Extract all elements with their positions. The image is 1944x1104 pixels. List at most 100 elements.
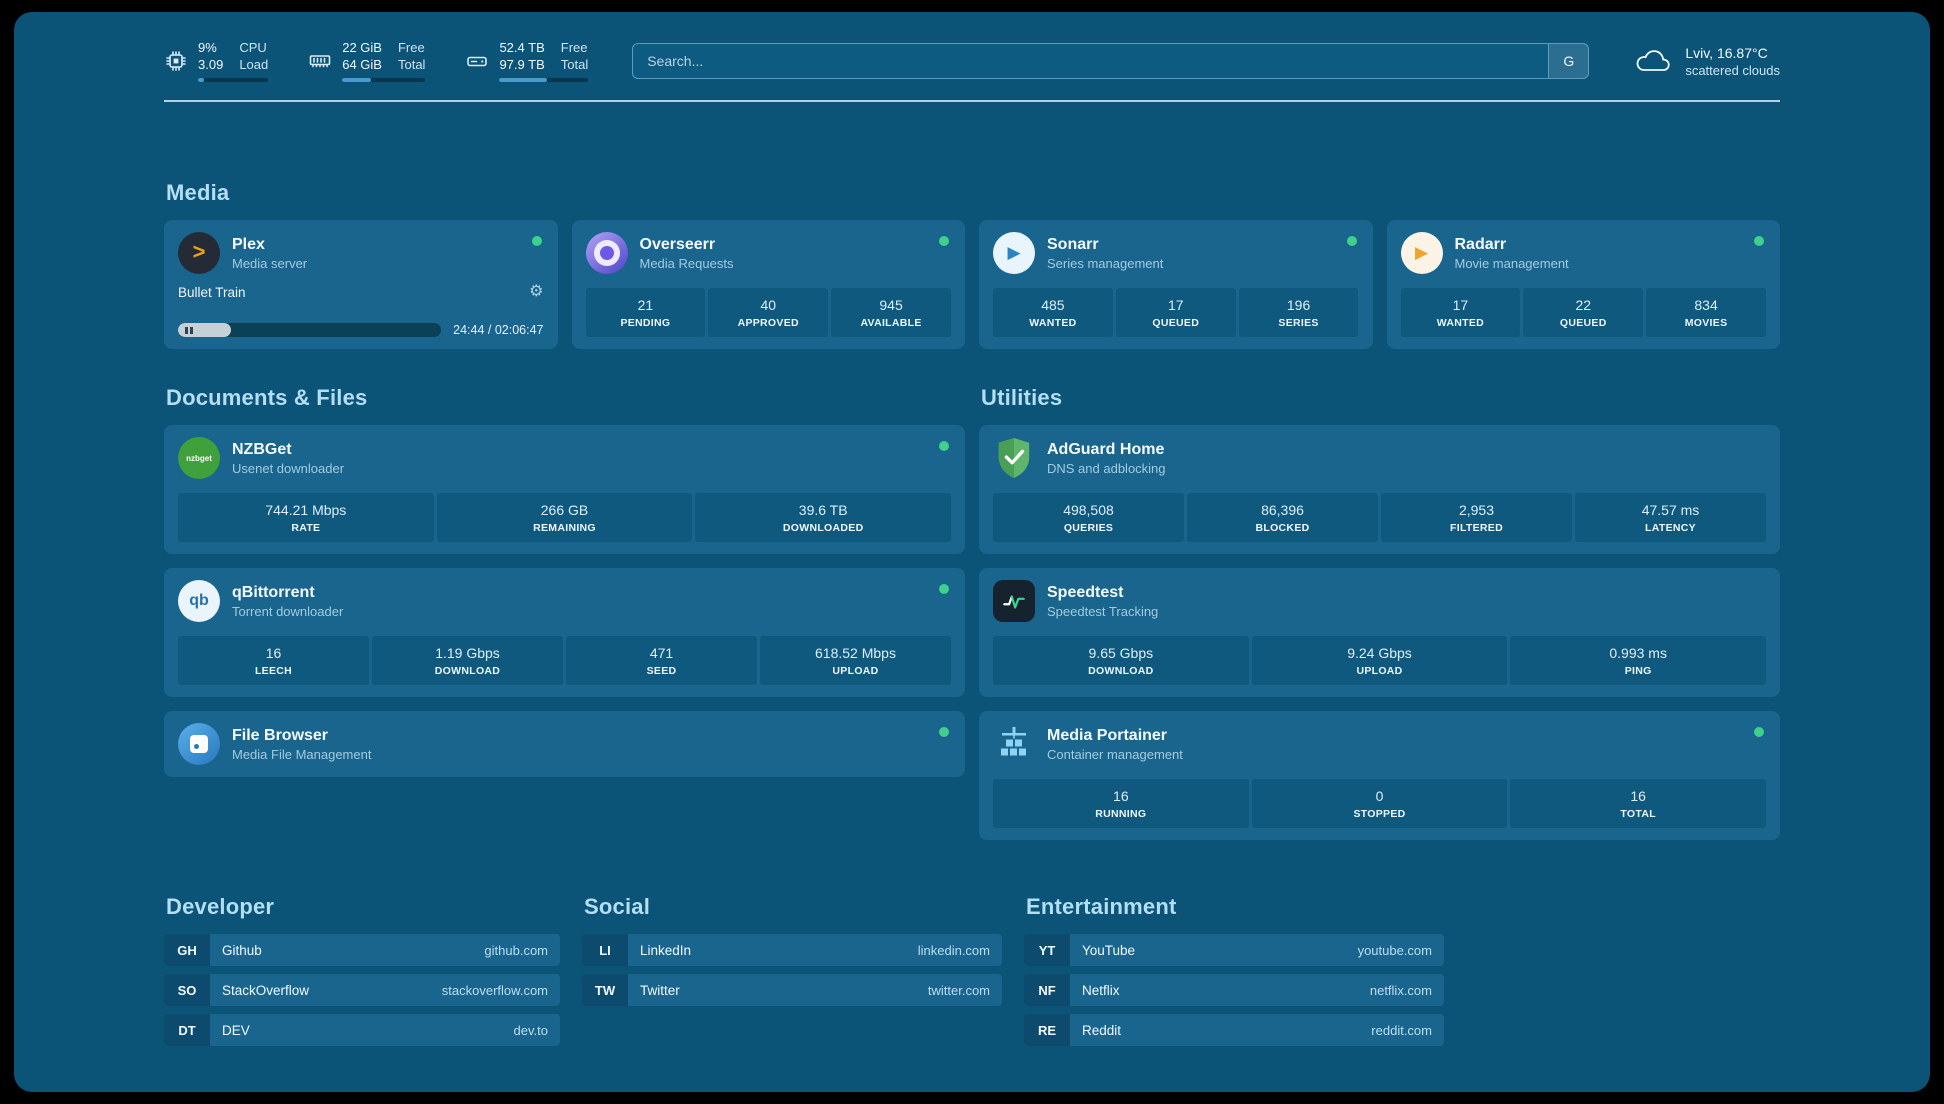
sonarr-icon: ▶: [993, 232, 1035, 274]
ram-label-2: Total: [397, 56, 426, 72]
app-card-qbittorrent[interactable]: qb qBittorrent Torrent downloader 16 LEEC…: [164, 568, 965, 697]
bookmarks-grid: Developer GH Github github.com SO StackOv…: [164, 894, 1780, 1046]
app-card-adguard[interactable]: AdGuard Home DNS and adblocking 498,508 Q…: [979, 425, 1780, 554]
stat-value: 9.65 Gbps: [1088, 645, 1154, 661]
status-dot: [939, 236, 949, 246]
bookmark-abbr: NF: [1024, 974, 1070, 1006]
stat-tile: 0.993 ms PING: [1510, 636, 1767, 685]
bookmark-netflix[interactable]: NF Netflix netflix.com: [1024, 974, 1444, 1006]
stat-tile: 196 SERIES: [1238, 288, 1359, 337]
bookmark-stackoverflow[interactable]: SO StackOverflow stackoverflow.com: [164, 974, 560, 1006]
section-heading-documents: Documents & Files: [166, 385, 368, 410]
app-card-plex[interactable]: > Plex Media server Bullet Train ⚙: [164, 220, 558, 349]
stat-tile: 47.57 ms LATENCY: [1575, 493, 1766, 542]
disk-free-value: 52.4 TB: [499, 39, 545, 55]
stat-tile: 21 PENDING: [585, 288, 706, 337]
cpu-usage-value: 9%: [198, 39, 217, 55]
memory-widget: 22 GiB 64 GiB Free Total: [308, 39, 426, 83]
bookmark-name: LinkedIn: [640, 942, 692, 958]
bookmark-twitter[interactable]: TW Twitter twitter.com: [582, 974, 1002, 1006]
app-card-overseerr[interactable]: Overseerr Media Requests 21 PENDING 40 APP…: [571, 220, 965, 349]
bookmark-reddit[interactable]: RE Reddit reddit.com: [1024, 1014, 1444, 1046]
disk-label-1: Free: [560, 39, 588, 55]
bookmark-abbr: TW: [582, 974, 628, 1006]
app-card-radarr[interactable]: ▶ Radarr Movie management 17 WANTED 22 QUE…: [1386, 220, 1780, 349]
stat-label: FILTERED: [1450, 522, 1503, 534]
stat-tile: 485 WANTED: [993, 288, 1113, 337]
app-title: Sonarr: [1047, 235, 1099, 253]
app-card-sonarr[interactable]: ▶ Sonarr Series management 485 WANTED 17 Q…: [979, 220, 1373, 349]
app-title: Radarr: [1454, 235, 1507, 253]
stat-value: 39.6 TB: [798, 502, 848, 518]
app-title: File Browser: [232, 726, 329, 744]
plex-seek-bar[interactable]: [178, 323, 442, 337]
app-subtitle: Series management: [1047, 256, 1164, 272]
section-heading-entertainment: Entertainment: [1026, 894, 1177, 919]
app-card-nzbget[interactable]: nzbget NZBGet Usenet downloader 744.21 M…: [164, 425, 965, 554]
ram-free-value: 22 GiB: [342, 39, 382, 55]
app-card-speedtest[interactable]: Speedtest Speedtest Tracking 9.65 Gbps DO…: [979, 568, 1780, 697]
app-title: AdGuard Home: [1047, 440, 1165, 458]
stat-value: 9.24 Gbps: [1347, 645, 1412, 661]
stat-value: 17: [1452, 297, 1469, 313]
bookmark-name: YouTube: [1082, 942, 1136, 958]
section-heading-utilities: Utilities: [981, 385, 1063, 410]
stat-tile: 22 QUEUED: [1523, 288, 1644, 337]
app-subtitle: Usenet downloader: [232, 461, 345, 477]
stat-value: 471: [649, 645, 674, 661]
overseerr-icon: [585, 232, 628, 274]
gear-icon[interactable]: ⚙: [529, 283, 544, 300]
plex-icon: >: [178, 232, 220, 274]
stat-value: 2,953: [1458, 502, 1495, 518]
disk-progress-fill: [499, 78, 548, 83]
bookmark-github[interactable]: GH Github github.com: [164, 934, 560, 966]
search-engine-button[interactable]: G: [1548, 44, 1589, 78]
stat-tile: 40 APPROVED: [708, 288, 829, 337]
stat-tile: 86,396 BLOCKED: [1187, 493, 1378, 542]
bookmark-linkedin[interactable]: LI LinkedIn linkedin.com: [582, 934, 1002, 966]
bookmark-youtube[interactable]: YT YouTube youtube.com: [1024, 934, 1444, 966]
stat-tile: 945 AVAILABLE: [831, 288, 951, 337]
app-subtitle: Torrent downloader: [232, 604, 344, 620]
stat-label: DOWNLOAD: [1088, 665, 1154, 677]
app-card-filebrowser[interactable]: File Browser Media File Management: [164, 711, 965, 777]
search-input[interactable]: [632, 43, 1590, 79]
stat-value: 0.993 ms: [1609, 645, 1667, 661]
stat-tile: 9.24 Gbps UPLOAD: [1251, 636, 1508, 685]
stat-tile: 9.65 Gbps DOWNLOAD: [993, 636, 1249, 685]
stat-label: QUERIES: [1063, 522, 1114, 534]
app-title: Overseerr: [639, 235, 716, 253]
stat-value: 16: [1630, 788, 1646, 804]
stat-tile: 16 RUNNING: [993, 779, 1249, 828]
stat-tile: 498,508 QUERIES: [993, 493, 1184, 542]
app-subtitle: Media Requests: [639, 256, 734, 272]
bookmark-dev[interactable]: DT DEV dev.to: [164, 1014, 560, 1046]
bookmark-url: linkedin.com: [917, 942, 990, 958]
pause-icon[interactable]: [185, 326, 188, 334]
app-title: Speedtest: [1047, 583, 1124, 601]
stat-tile: 17 QUEUED: [1115, 288, 1236, 337]
bookmark-url: dev.to: [513, 1022, 548, 1038]
app-subtitle: DNS and adblocking: [1047, 461, 1166, 477]
bookmark-group-social: Social LI LinkedIn linkedin.com TW Twitte…: [582, 894, 1002, 1046]
system-widgets: 9% 3.09 CPU Load: [164, 39, 589, 83]
search-bar: G: [632, 43, 1590, 79]
stat-value: 0: [1375, 788, 1384, 804]
stat-label: WANTED: [1029, 317, 1077, 329]
app-title: Media Portainer: [1047, 726, 1168, 744]
topbar-divider: [164, 100, 1780, 102]
cpu-progress-bar: [198, 78, 269, 83]
stat-label: SEED: [646, 665, 677, 677]
stat-label: QUEUED: [1152, 317, 1200, 329]
portainer-icon: [993, 723, 1035, 765]
stat-tile: 266 GB REMAINING: [436, 493, 693, 542]
stat-tile: 618.52 Mbps UPLOAD: [760, 636, 951, 685]
section-heading-media: Media: [166, 180, 230, 205]
stat-value: 47.57 ms: [1641, 502, 1700, 518]
status-dot: [1754, 236, 1764, 246]
status-dot: [939, 441, 949, 451]
app-card-portainer[interactable]: Media Portainer Container management 16 R…: [979, 711, 1780, 840]
stat-tile: 16 TOTAL: [1510, 779, 1767, 828]
stat-tile: 2,953 FILTERED: [1381, 493, 1572, 542]
app-subtitle: Movie management: [1454, 256, 1569, 272]
